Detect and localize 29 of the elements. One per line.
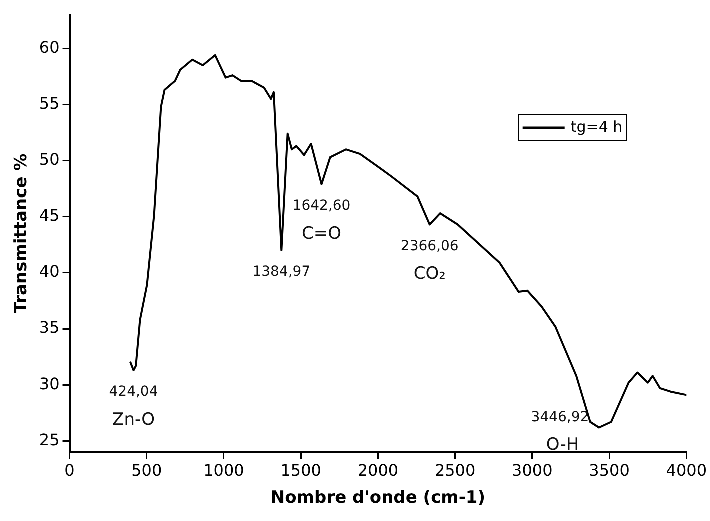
annotation: Zn-O — [112, 410, 155, 430]
annotation: 2366,06 — [400, 238, 459, 254]
x-tick-label: 1000 — [204, 461, 244, 480]
x-tick-label: 1500 — [280, 461, 322, 480]
x-tick-label: 4000 — [666, 461, 707, 480]
x-tick-label: 3000 — [512, 461, 553, 480]
y-tick-label: 40 — [39, 262, 60, 282]
x-tick-label: 3500 — [589, 461, 630, 480]
x-tick-label: 0 — [64, 461, 75, 480]
annotation: 3446,92 — [531, 409, 590, 426]
y-tick-label: 45 — [39, 206, 60, 226]
x-tick-label: 500 — [132, 461, 162, 480]
y-tick-label: 55 — [39, 94, 60, 113]
y-tick-label: 60 — [39, 38, 60, 57]
y-tick-label: 30 — [39, 374, 60, 394]
y-axis-title: Transmittance % — [12, 154, 32, 314]
annotation: C=O — [302, 224, 342, 244]
x-tick-label: 2500 — [434, 461, 476, 480]
x-axis-title: Nombre d'onde (cm-1) — [270, 488, 486, 508]
annotation: 424,04 — [109, 384, 158, 400]
annotation: O-H — [546, 435, 580, 456]
x-tick-label: 2000 — [358, 461, 399, 480]
annotation: 1642,60 — [292, 198, 351, 214]
y-tick-label: 50 — [39, 150, 60, 169]
y-tick-label: 25 — [39, 430, 60, 450]
legend-label: tg=4 h — [570, 118, 623, 136]
annotation: CO₂ — [414, 264, 446, 284]
y-tick-label: 35 — [39, 318, 60, 338]
annotation: 1384,97 — [252, 264, 311, 280]
